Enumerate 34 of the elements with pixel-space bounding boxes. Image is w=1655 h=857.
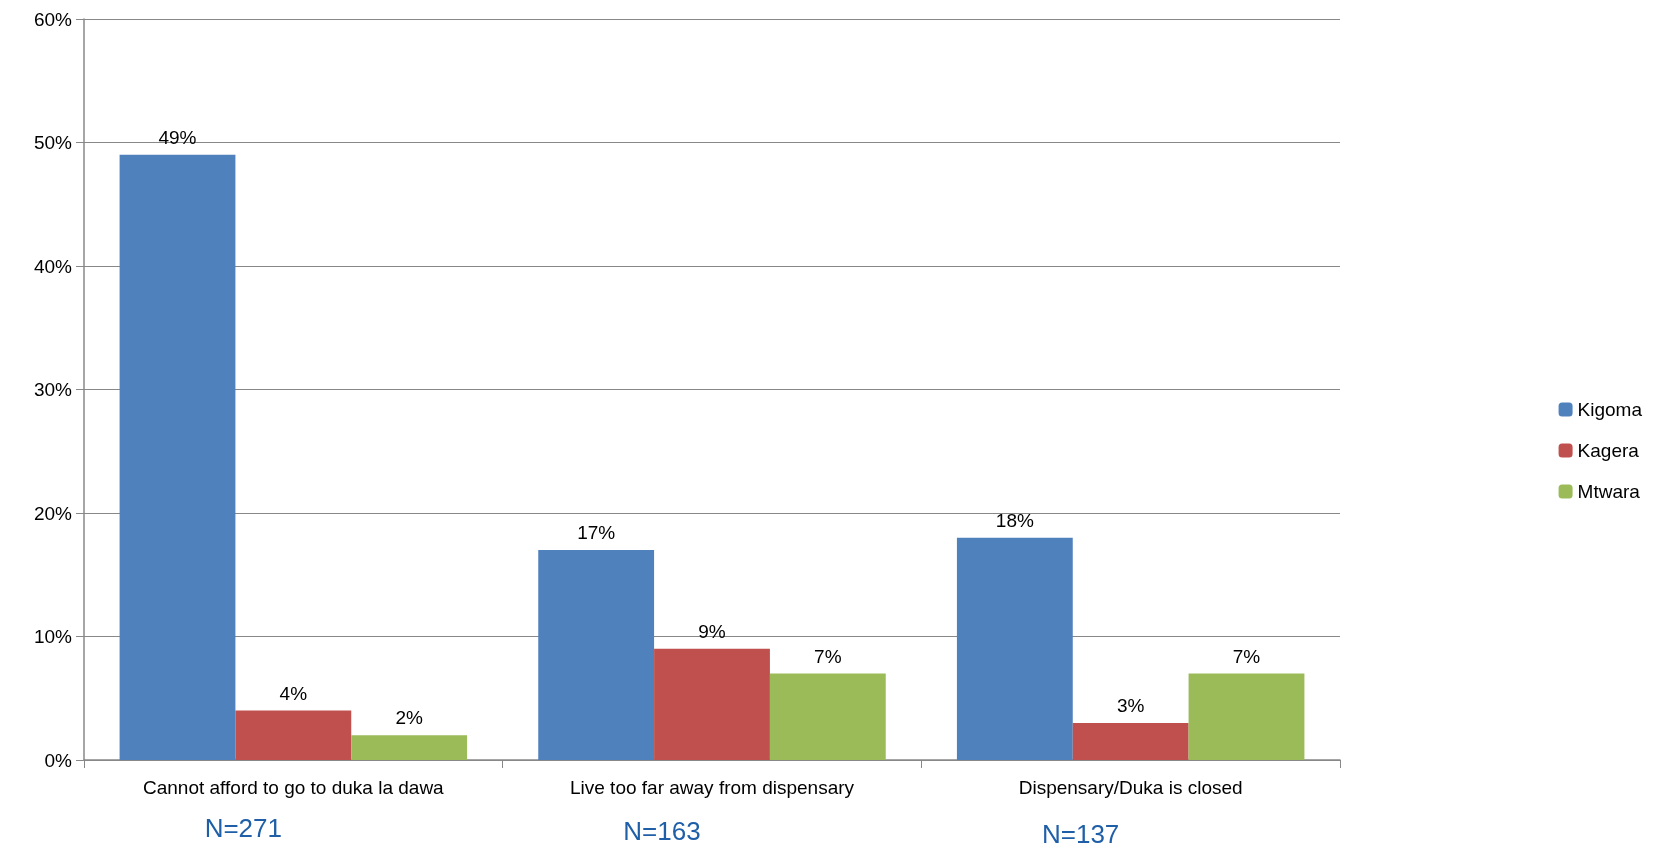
y-tick-label: 20% [33,502,73,524]
bar [956,537,1073,760]
text: N=163 [623,816,701,846]
data-label: 4% [279,682,308,704]
text: N=137 [1041,819,1120,849]
bar [538,550,655,760]
legend-label: Mtwara [1577,481,1641,502]
bar [1072,722,1189,760]
bar [769,673,886,760]
data-label: 18% [995,509,1034,531]
bar [1188,673,1305,760]
y-tick-label: 50% [33,132,73,153]
y-tick-label: 60% [33,8,73,30]
y-tick-label: 10% [33,626,73,647]
data-label: 9% [698,620,726,642]
data-label: 49% [158,126,197,148]
bar [351,735,468,760]
data-label: 2% [395,707,423,729]
data-label: 17% [577,522,616,544]
bar [119,154,236,760]
x-tick-label: Live too far away from dispensary [569,777,855,798]
data-label: 7% [1232,645,1261,667]
y-tick-label: 30% [33,379,73,400]
bar [235,710,352,760]
y-tick-label: 40% [33,255,73,277]
x-tick-label: Dispensary/Duka is closed [1018,777,1243,798]
bar [654,648,770,760]
data-label: 7% [814,645,842,667]
x-tick-label: Cannot afford to go to duka la dawa [142,777,445,798]
data-label: 3% [1116,694,1145,716]
legend-label: Kagera [1577,440,1640,461]
legend-label: Kigoma [1577,399,1643,420]
y-tick-label: 0% [44,749,73,771]
text: N=271 [204,813,283,843]
